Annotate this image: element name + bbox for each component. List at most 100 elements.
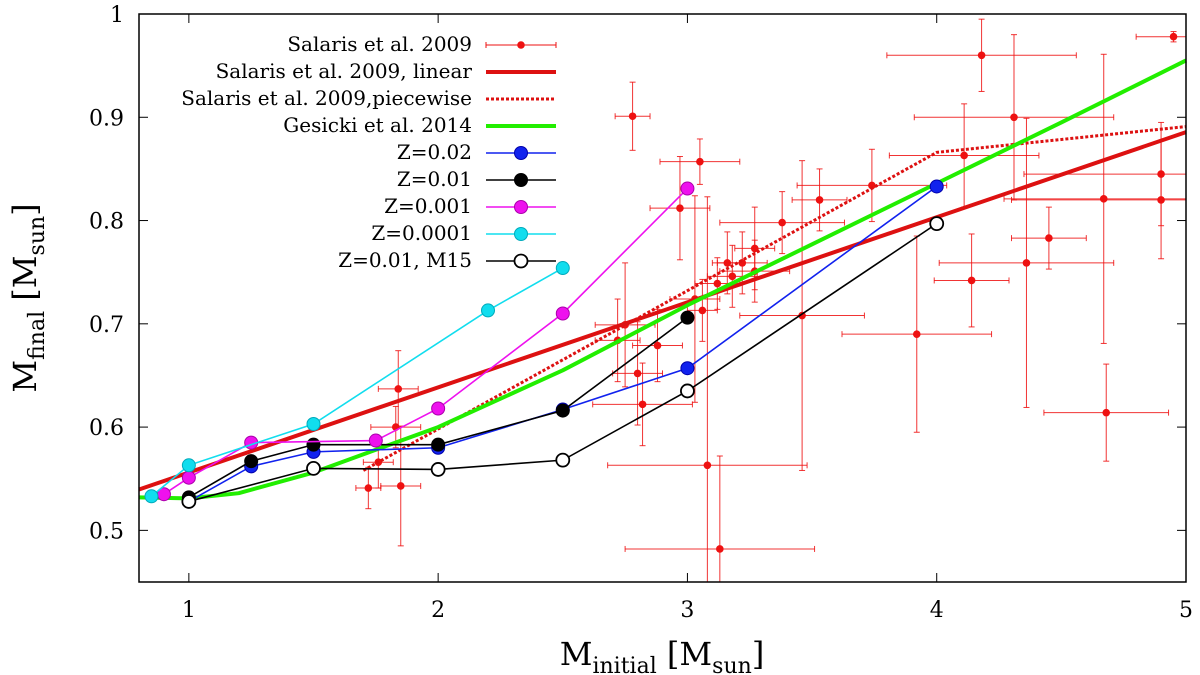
- y-tick-labels: 0.5 0.6 0.7 0.8 0.9 1: [89, 3, 124, 544]
- y-axis-label-unit-sub: sun: [25, 216, 50, 256]
- legend-marker: [514, 146, 528, 160]
- observation-marker: [394, 385, 403, 393]
- legend-label-z001: Z=0.01: [397, 167, 472, 191]
- observation-point: [377, 350, 419, 428]
- y-axis-label-main: M: [6, 360, 44, 393]
- legend-sample-observations: [485, 41, 557, 49]
- series-marker: [680, 383, 695, 399]
- series-marker: [306, 437, 321, 452]
- y-tick-label: 0.5: [89, 519, 124, 544]
- observation-point: [686, 278, 718, 342]
- observation-point: [1011, 140, 1186, 260]
- x-axis-label-unit-close: ]: [752, 635, 764, 673]
- observation-marker: [728, 272, 737, 281]
- observation-marker: [696, 157, 704, 166]
- observation-point: [1043, 363, 1170, 462]
- model-series-layer: [144, 179, 945, 509]
- legend: Salaris et al. 2009 Salaris et al. 2009,…: [181, 32, 557, 272]
- y-axis-label-sub: final: [25, 311, 50, 360]
- observation-marker: [638, 400, 647, 409]
- x-tick-label: 5: [1179, 598, 1193, 623]
- y-axis-label: Mfinal [Msun]: [6, 203, 50, 392]
- observation-marker: [1157, 196, 1165, 204]
- series-marker: [680, 181, 695, 196]
- legend-label-z00001: Z=0.0001: [371, 221, 472, 245]
- legend-marker: [517, 41, 525, 49]
- series-marker: [181, 494, 197, 509]
- y-tick-label: 0.7: [89, 313, 124, 338]
- series-line: [188, 222, 938, 503]
- series-4: [181, 216, 945, 509]
- legend-series-sample: [486, 200, 556, 214]
- x-axis-label-main: M: [560, 635, 593, 673]
- legend-series-sample: [486, 146, 556, 160]
- observation-marker: [716, 545, 724, 553]
- legend-label-piecewise: Salaris et al. 2009,piecewise: [181, 86, 472, 110]
- x-tick-label: 2: [431, 598, 445, 623]
- series-marker: [181, 458, 196, 473]
- observation-marker: [676, 204, 684, 212]
- series-marker: [144, 489, 159, 504]
- y-axis-label-unit-open: [M: [6, 255, 44, 310]
- series-marker: [306, 460, 321, 476]
- series-marker: [680, 310, 695, 325]
- observation-point: [592, 362, 693, 447]
- observation-marker: [1102, 408, 1111, 417]
- observation-point: [1011, 206, 1087, 270]
- observation-point: [614, 81, 651, 151]
- series-marker: [244, 454, 259, 469]
- x-axis-label-unit-sub: sun: [712, 654, 752, 675]
- legend-marker: [514, 173, 528, 187]
- y-tick-label: 0.8: [89, 210, 124, 235]
- observation-point: [659, 138, 741, 185]
- observation-point: [938, 117, 1115, 408]
- observation-marker: [1022, 259, 1031, 267]
- observation-marker: [364, 484, 373, 492]
- observation-marker: [1045, 234, 1053, 242]
- observation-point: [607, 196, 808, 582]
- observation-point: [649, 156, 711, 261]
- x-tick-labels: 1 2 3 4 5: [182, 598, 1193, 623]
- series-marker: [555, 452, 571, 468]
- series-marker: [306, 416, 321, 431]
- observation-marker: [967, 276, 976, 285]
- observation-marker: [633, 369, 642, 378]
- observation-marker: [912, 330, 921, 338]
- observation-point: [933, 233, 1010, 328]
- series-marker: [181, 470, 196, 485]
- observation-marker: [815, 196, 824, 204]
- legend-series-sample: [486, 227, 556, 241]
- observation-point: [380, 425, 422, 547]
- observation-marker: [1169, 32, 1178, 41]
- observation-point: [886, 18, 1077, 92]
- legend-series-sample: [486, 173, 556, 187]
- y-axis-label-unit-close: ]: [6, 203, 44, 215]
- series-marker: [368, 433, 383, 448]
- observation-point: [791, 168, 848, 232]
- observation-marker: [960, 151, 968, 160]
- observation-point: [1023, 121, 1186, 227]
- y-tick-label: 0.6: [89, 416, 124, 441]
- legend-label-gesicki: Gesicki et al. 2014: [283, 113, 472, 137]
- series-marker: [430, 462, 446, 477]
- x-axis-label: Minitial [Msun]: [560, 635, 765, 675]
- legend-series-sample: [486, 253, 556, 269]
- series-marker: [929, 179, 944, 194]
- series-marker: [481, 303, 495, 318]
- observation-marker: [628, 112, 637, 121]
- observation-point: [624, 455, 816, 582]
- axis-ticks: [139, 14, 1186, 582]
- observation-marker: [713, 279, 722, 288]
- observation-marker: [703, 461, 712, 470]
- series-marker: [680, 361, 695, 376]
- series-marker: [555, 261, 570, 276]
- legend-label-z0001: Z=0.001: [384, 194, 472, 218]
- observation-point: [719, 191, 845, 255]
- legend-marker: [514, 227, 528, 241]
- fit-line-1: [362, 125, 1187, 472]
- legend-marker: [514, 200, 528, 214]
- legend-marker: [513, 253, 529, 269]
- observation-marker: [698, 306, 707, 315]
- fit-line-2: [138, 58, 1187, 501]
- legend-label-linear: Salaris et al. 2009, linear: [216, 59, 473, 83]
